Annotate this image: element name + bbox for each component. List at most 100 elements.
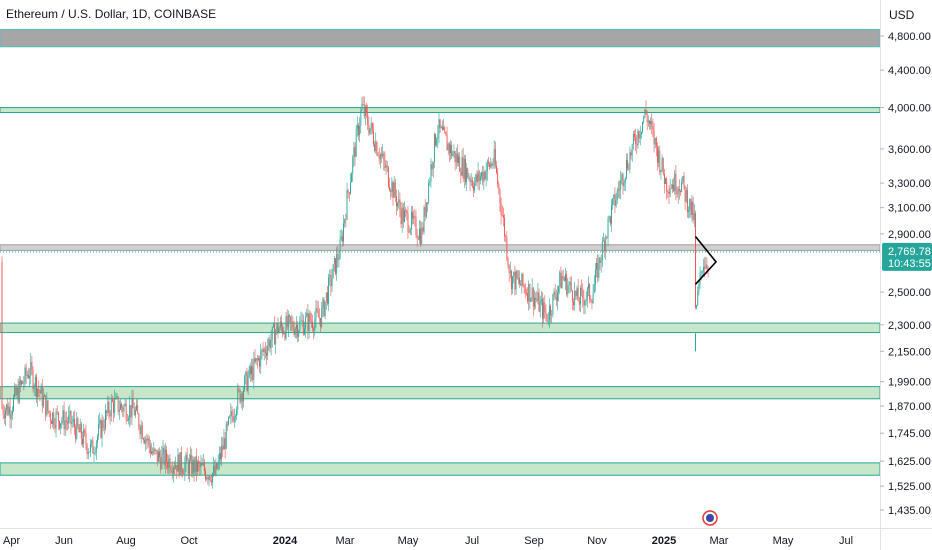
candle-body bbox=[49, 413, 51, 422]
candle-body bbox=[368, 125, 370, 134]
candle-body bbox=[621, 174, 623, 180]
candle-body bbox=[285, 316, 287, 339]
candle-body bbox=[17, 387, 19, 402]
candle-body bbox=[626, 160, 627, 178]
candle-body bbox=[269, 339, 271, 349]
candle-body bbox=[427, 202, 428, 204]
candle-body bbox=[690, 198, 692, 215]
candle-body bbox=[438, 119, 440, 135]
currency-label[interactable]: USD bbox=[889, 8, 915, 22]
candle-body bbox=[686, 189, 688, 212]
zone-5[interactable] bbox=[0, 462, 881, 476]
candle-body bbox=[13, 396, 14, 411]
candle-body bbox=[516, 271, 518, 279]
zone-1[interactable] bbox=[0, 107, 881, 114]
candle-body bbox=[605, 236, 607, 251]
candle-body bbox=[667, 191, 669, 193]
candle-body bbox=[155, 450, 157, 451]
candle-body bbox=[9, 406, 11, 419]
candle-body bbox=[175, 465, 177, 469]
candle-body bbox=[629, 152, 631, 170]
candle-body bbox=[479, 176, 481, 181]
candle-body bbox=[278, 328, 280, 334]
candle-body bbox=[519, 278, 520, 284]
candle-body bbox=[314, 319, 316, 331]
candle-body bbox=[555, 297, 557, 301]
price-badge-countdown: 10:43:55 bbox=[888, 258, 931, 270]
candle-body bbox=[246, 371, 248, 391]
candle-body bbox=[423, 207, 425, 232]
candle-body bbox=[420, 228, 422, 244]
candle-body bbox=[677, 188, 679, 195]
candle-body bbox=[461, 157, 463, 176]
candle-body bbox=[515, 271, 517, 290]
candle-body bbox=[670, 188, 672, 189]
candle-body bbox=[632, 133, 634, 145]
candle-body bbox=[153, 448, 155, 454]
candle-body bbox=[386, 165, 388, 168]
candle-body bbox=[569, 281, 571, 285]
zone-2[interactable] bbox=[0, 244, 881, 251]
x-tick-label: Sep bbox=[524, 535, 544, 547]
candle-body bbox=[98, 424, 100, 437]
candle-body bbox=[151, 451, 152, 454]
candle-body bbox=[77, 418, 79, 428]
candle-body bbox=[7, 404, 9, 415]
candle-body bbox=[659, 150, 661, 173]
candle-body bbox=[217, 460, 219, 469]
candle-body bbox=[277, 323, 279, 334]
candle-body bbox=[475, 174, 477, 183]
candle-body bbox=[343, 223, 344, 242]
candle-body bbox=[131, 398, 133, 418]
candle-body bbox=[258, 358, 259, 361]
candle-body bbox=[355, 129, 357, 157]
y-tick-label: 1,625.00 bbox=[888, 456, 931, 468]
candle-body bbox=[295, 324, 297, 329]
candle-body bbox=[113, 401, 114, 414]
candle-body bbox=[125, 403, 127, 420]
candle-body bbox=[636, 144, 638, 146]
candle-body bbox=[51, 421, 52, 424]
candle-body bbox=[105, 410, 106, 429]
candle-body bbox=[578, 301, 580, 305]
x-tick-label: 2024 bbox=[273, 535, 298, 547]
zone-3[interactable] bbox=[0, 322, 881, 334]
candle-body bbox=[42, 396, 44, 406]
candle-body bbox=[298, 330, 300, 337]
candle-body bbox=[405, 210, 407, 212]
candle-body bbox=[67, 421, 68, 424]
candle-body bbox=[111, 399, 113, 402]
candle-body bbox=[560, 272, 562, 289]
candle-body bbox=[468, 177, 470, 179]
candle-body bbox=[592, 293, 594, 303]
candle-body bbox=[206, 477, 208, 480]
candle-body bbox=[534, 297, 535, 307]
candle-body bbox=[306, 312, 308, 317]
candle-body bbox=[384, 160, 386, 168]
candle-body bbox=[120, 403, 121, 410]
candle-body bbox=[615, 199, 617, 206]
zone-0[interactable] bbox=[0, 29, 881, 48]
candle-body bbox=[576, 287, 578, 296]
candle-body bbox=[505, 236, 507, 238]
candle-body bbox=[336, 254, 338, 274]
symbol-title[interactable]: Ethereum / U.S. Dollar, 1D, COINBASE bbox=[6, 7, 217, 21]
candle-body bbox=[31, 362, 33, 370]
candle-body bbox=[482, 172, 484, 182]
candle-body bbox=[309, 313, 311, 322]
candle-body bbox=[275, 331, 277, 345]
triangle-drawing[interactable] bbox=[694, 236, 718, 285]
candle-body bbox=[483, 171, 485, 182]
candle-body bbox=[229, 416, 231, 418]
candle-body bbox=[84, 429, 86, 434]
candle-body bbox=[209, 476, 211, 481]
candle-body bbox=[593, 284, 595, 294]
x-tick-label: Jul bbox=[465, 535, 479, 547]
candle-body bbox=[531, 287, 533, 299]
candle-body bbox=[436, 138, 438, 146]
candle-body bbox=[511, 271, 512, 289]
candle-body bbox=[649, 121, 650, 124]
candle-body bbox=[624, 177, 626, 183]
candle-body bbox=[290, 316, 292, 323]
